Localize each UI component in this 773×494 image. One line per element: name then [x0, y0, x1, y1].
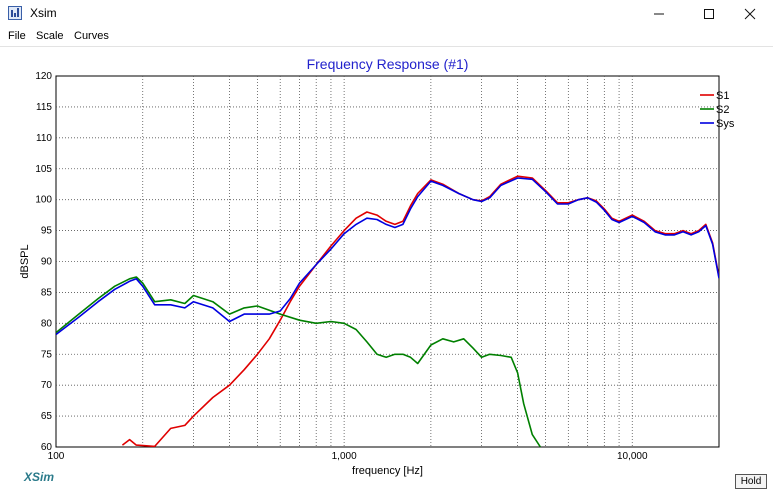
legend-label-sys: Sys	[716, 118, 735, 130]
series-line-s2	[56, 276, 542, 447]
y-axis-label: dBSPL	[19, 244, 31, 278]
menu-file[interactable]: File	[8, 30, 26, 42]
close-button[interactable]	[727, 0, 773, 28]
maximize-icon	[704, 9, 714, 19]
menu-curves[interactable]: Curves	[74, 30, 109, 42]
y-tick-label: 60	[41, 442, 53, 453]
menu-scale[interactable]: Scale	[36, 30, 64, 42]
y-tick-label: 105	[35, 164, 52, 175]
y-tick-label: 70	[41, 380, 53, 391]
y-tick-label: 90	[41, 257, 53, 268]
y-tick-label: 100	[35, 195, 52, 206]
x-tick-label: 100	[48, 451, 65, 462]
close-icon	[744, 8, 756, 20]
y-tick-label: 80	[41, 318, 53, 329]
x-axis-label: frequency [Hz]	[352, 465, 423, 477]
chart-app-icon[interactable]	[8, 6, 22, 20]
chart-title: Frequency Response (#1)	[307, 56, 469, 72]
brand-logo: XSim	[24, 470, 55, 484]
series-line-s1	[121, 175, 719, 447]
frequency-response-chart: 60 65 70 75 80 85 90 95 100 105 110 115 120 100 1,000 1…	[19, 56, 735, 477]
y-tick-label: 115	[36, 102, 52, 113]
y-tick-label: 75	[41, 349, 53, 360]
menu-bar: File Scale Curves	[0, 28, 773, 46]
menu-divider	[0, 46, 773, 47]
x-tick-label: 1,000	[332, 451, 357, 462]
y-tick-label: 120	[35, 71, 52, 82]
chart-area: 60 65 70 75 80 85 90 95 100 105 110 115 120 100 1,000 1…	[0, 47, 773, 494]
x-tick-label: 10,000	[617, 451, 648, 462]
legend-label-s2: S2	[716, 104, 729, 116]
minimize-icon	[654, 13, 664, 15]
maximize-button[interactable]	[686, 0, 732, 28]
window-title: Xsim	[30, 6, 57, 20]
y-tick-label: 65	[41, 411, 53, 422]
y-tick-label: 110	[36, 133, 52, 144]
hold-button[interactable]: Hold	[735, 474, 767, 489]
y-tick-label: 85	[41, 287, 53, 298]
title-bar: Xsim	[0, 0, 773, 28]
y-tick-label: 95	[41, 226, 53, 237]
series-line-sys	[56, 177, 719, 336]
minimize-button[interactable]	[636, 0, 682, 28]
legend-label-s1: S1	[716, 90, 729, 102]
